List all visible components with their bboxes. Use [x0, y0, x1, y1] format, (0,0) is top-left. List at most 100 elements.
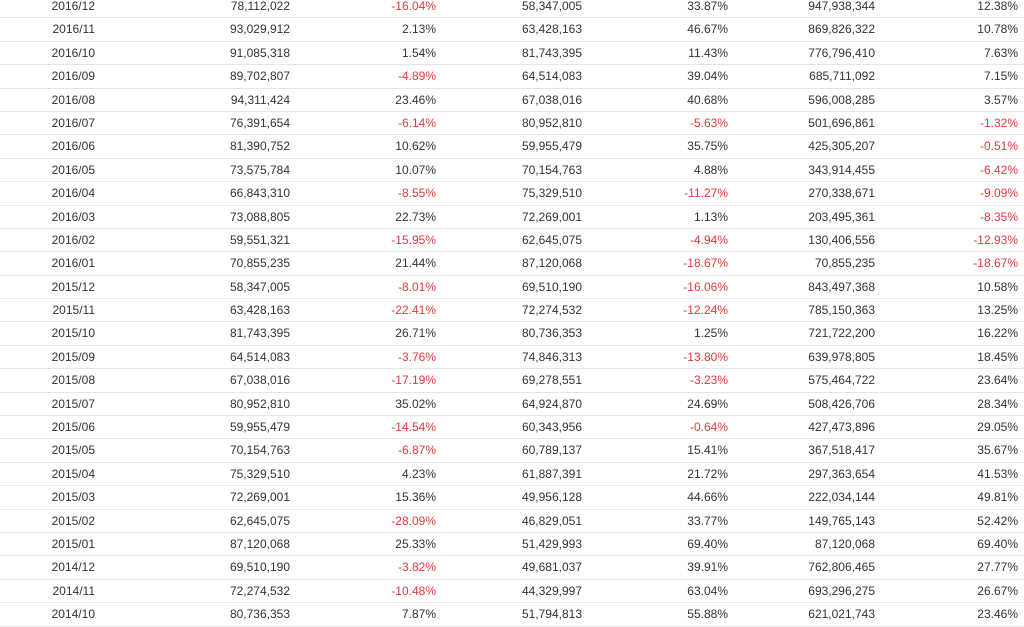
change-b-cell: 1.25%: [693, 326, 728, 341]
change-c-cell: 7.63%: [983, 45, 1018, 60]
value-b-cell: 51,429,993: [521, 536, 582, 551]
value-b-cell: 63,428,163: [521, 22, 582, 37]
table-row: 2016/06 81,390,752 10.62% 59,955,479 35.75% 4…: [0, 135, 1024, 159]
value-a-cell: 81,390,752: [229, 139, 290, 154]
value-a-cell: 63,428,163: [229, 303, 290, 318]
change-b-cell: 39.91%: [687, 560, 728, 575]
value-c-cell: 222,034,144: [808, 490, 875, 505]
value-b-cell: 58,347,005: [521, 0, 582, 13]
value-b-cell: 49,956,128: [521, 490, 582, 505]
change-b-cell: 21.72%: [687, 466, 728, 481]
value-a-cell: 72,274,532: [229, 583, 290, 598]
change-a-cell: -15.95%: [391, 232, 436, 247]
value-b-cell: 69,510,190: [521, 279, 582, 294]
change-a-cell: -10.48%: [391, 583, 436, 598]
change-c-cell: 27.77%: [977, 560, 1018, 575]
change-b-cell: 33.87%: [687, 0, 728, 13]
change-b-cell: 11.43%: [688, 45, 728, 60]
table-row: 2014/12 69,510,190 -3.82% 49,681,037 39.91% 7…: [0, 556, 1024, 580]
table-row: 2016/09 89,702,807 -4.89% 64,514,083 39.04% 6…: [0, 65, 1024, 89]
value-c-cell: 785,150,363: [808, 303, 875, 318]
table-row: 2016/12 78,112,022 -16.04% 58,347,005 33.87%…: [0, 0, 1024, 19]
period-cell: 2015/09: [51, 349, 95, 364]
period-cell: 2016/04: [51, 186, 95, 201]
change-c-cell: -0.51%: [979, 139, 1018, 154]
table-row: 2015/11 63,428,163 -22.41% 72,274,532 -12.24…: [0, 299, 1024, 323]
change-b-cell: -0.64%: [689, 420, 728, 435]
table-row: 2015/01 87,120,068 25.33% 51,429,993 69.40% 8…: [0, 533, 1024, 557]
change-b-cell: 33.77%: [687, 513, 728, 528]
change-a-cell: -17.19%: [391, 373, 436, 388]
table-row: 2015/07 80,952,810 35.02% 64,924,870 24.69% 5…: [0, 393, 1024, 417]
change-c-cell: 28.34%: [977, 396, 1018, 411]
change-c-cell: 3.57%: [983, 92, 1018, 107]
change-a-cell: 22.73%: [395, 209, 436, 224]
value-c-cell: 501,696,861: [808, 115, 875, 130]
value-c-cell: 575,464,722: [808, 373, 875, 388]
change-a-cell: 2.13%: [401, 22, 436, 37]
change-b-cell: 63.04%: [687, 583, 728, 598]
change-a-cell: -3.82%: [397, 560, 436, 575]
period-cell: 2016/12: [51, 0, 95, 13]
table-row: 2016/11 93,029,912 2.13% 63,428,163 46.67% 86…: [0, 18, 1024, 42]
period-cell: 2016/07: [51, 115, 95, 130]
table-row: 2015/06 59,955,479 -14.54% 60,343,956 -0.64%…: [0, 416, 1024, 440]
value-b-cell: 60,343,956: [521, 420, 582, 435]
change-c-cell: 29.05%: [977, 420, 1018, 435]
change-b-cell: -3.23%: [689, 373, 728, 388]
change-b-cell: 15.41%: [687, 443, 728, 458]
change-b-cell: 39.04%: [687, 69, 728, 84]
period-cell: 2015/12: [51, 279, 95, 294]
change-a-cell: 10.07%: [395, 162, 436, 177]
change-b-cell: -5.63%: [689, 115, 728, 130]
change-b-cell: -4.94%: [689, 232, 728, 247]
value-a-cell: 66,843,310: [229, 186, 290, 201]
change-c-cell: 7.15%: [983, 69, 1018, 84]
value-b-cell: 60,789,137: [521, 443, 582, 458]
change-a-cell: 21.44%: [395, 256, 436, 271]
table-row: 2015/08 67,038,016 -17.19% 69,278,551 -3.23%…: [0, 369, 1024, 393]
change-c-cell: -6.42%: [979, 162, 1018, 177]
value-c-cell: 776,796,410: [808, 45, 875, 60]
period-cell: 2015/02: [51, 513, 95, 528]
change-b-cell: 44.66%: [687, 490, 728, 505]
value-c-cell: 721,722,200: [808, 326, 875, 341]
value-c-cell: 149,765,143: [808, 513, 875, 528]
table-row: 2014/11 72,274,532 -10.48% 44,329,997 63.04%…: [0, 580, 1024, 604]
change-b-cell: -18.67%: [683, 256, 728, 271]
change-b-cell: 40.68%: [687, 92, 728, 107]
table-row: 2016/08 94,311,424 23.46% 67,038,016 40.68% 5…: [0, 89, 1024, 112]
value-b-cell: 67,038,016: [521, 92, 582, 107]
value-a-cell: 76,391,654: [229, 115, 290, 130]
change-c-cell: 23.46%: [977, 607, 1018, 622]
change-a-cell: 10.62%: [395, 139, 436, 154]
table-row: 2015/10 81,743,395 26.71% 80,736,353 1.25% 72…: [0, 322, 1024, 346]
value-a-cell: 80,736,353: [229, 607, 290, 622]
value-a-cell: 80,952,810: [229, 396, 290, 411]
value-b-cell: 72,269,001: [521, 209, 582, 224]
change-a-cell: -14.54%: [391, 420, 436, 435]
value-c-cell: 869,826,322: [808, 22, 875, 37]
change-c-cell: 10.58%: [977, 279, 1018, 294]
value-a-cell: 87,120,068: [229, 536, 290, 551]
change-b-cell: -11.27%: [684, 186, 728, 201]
value-c-cell: 427,473,896: [808, 420, 875, 435]
change-b-cell: -12.24%: [683, 303, 728, 318]
change-b-cell: 4.88%: [693, 162, 728, 177]
change-a-cell: -22.41%: [391, 303, 436, 318]
period-cell: 2015/11: [52, 303, 96, 318]
change-a-cell: -8.55%: [397, 186, 436, 201]
value-b-cell: 46,829,051: [521, 513, 582, 528]
change-c-cell: -12.93%: [973, 232, 1018, 247]
change-c-cell: 18.45%: [977, 349, 1018, 364]
value-c-cell: 343,914,455: [808, 162, 875, 177]
value-a-cell: 91,085,318: [229, 45, 290, 60]
period-cell: 2015/01: [51, 536, 95, 551]
table-row: 2015/03 72,269,001 15.36% 49,956,128 44.66% 2…: [0, 486, 1024, 510]
change-b-cell: -13.80%: [683, 349, 728, 364]
change-b-cell: 35.75%: [687, 139, 728, 154]
value-c-cell: 203,495,361: [808, 209, 875, 224]
value-c-cell: 621,021,743: [808, 607, 875, 622]
change-a-cell: -16.04%: [391, 0, 436, 13]
value-b-cell: 44,329,997: [521, 583, 582, 598]
